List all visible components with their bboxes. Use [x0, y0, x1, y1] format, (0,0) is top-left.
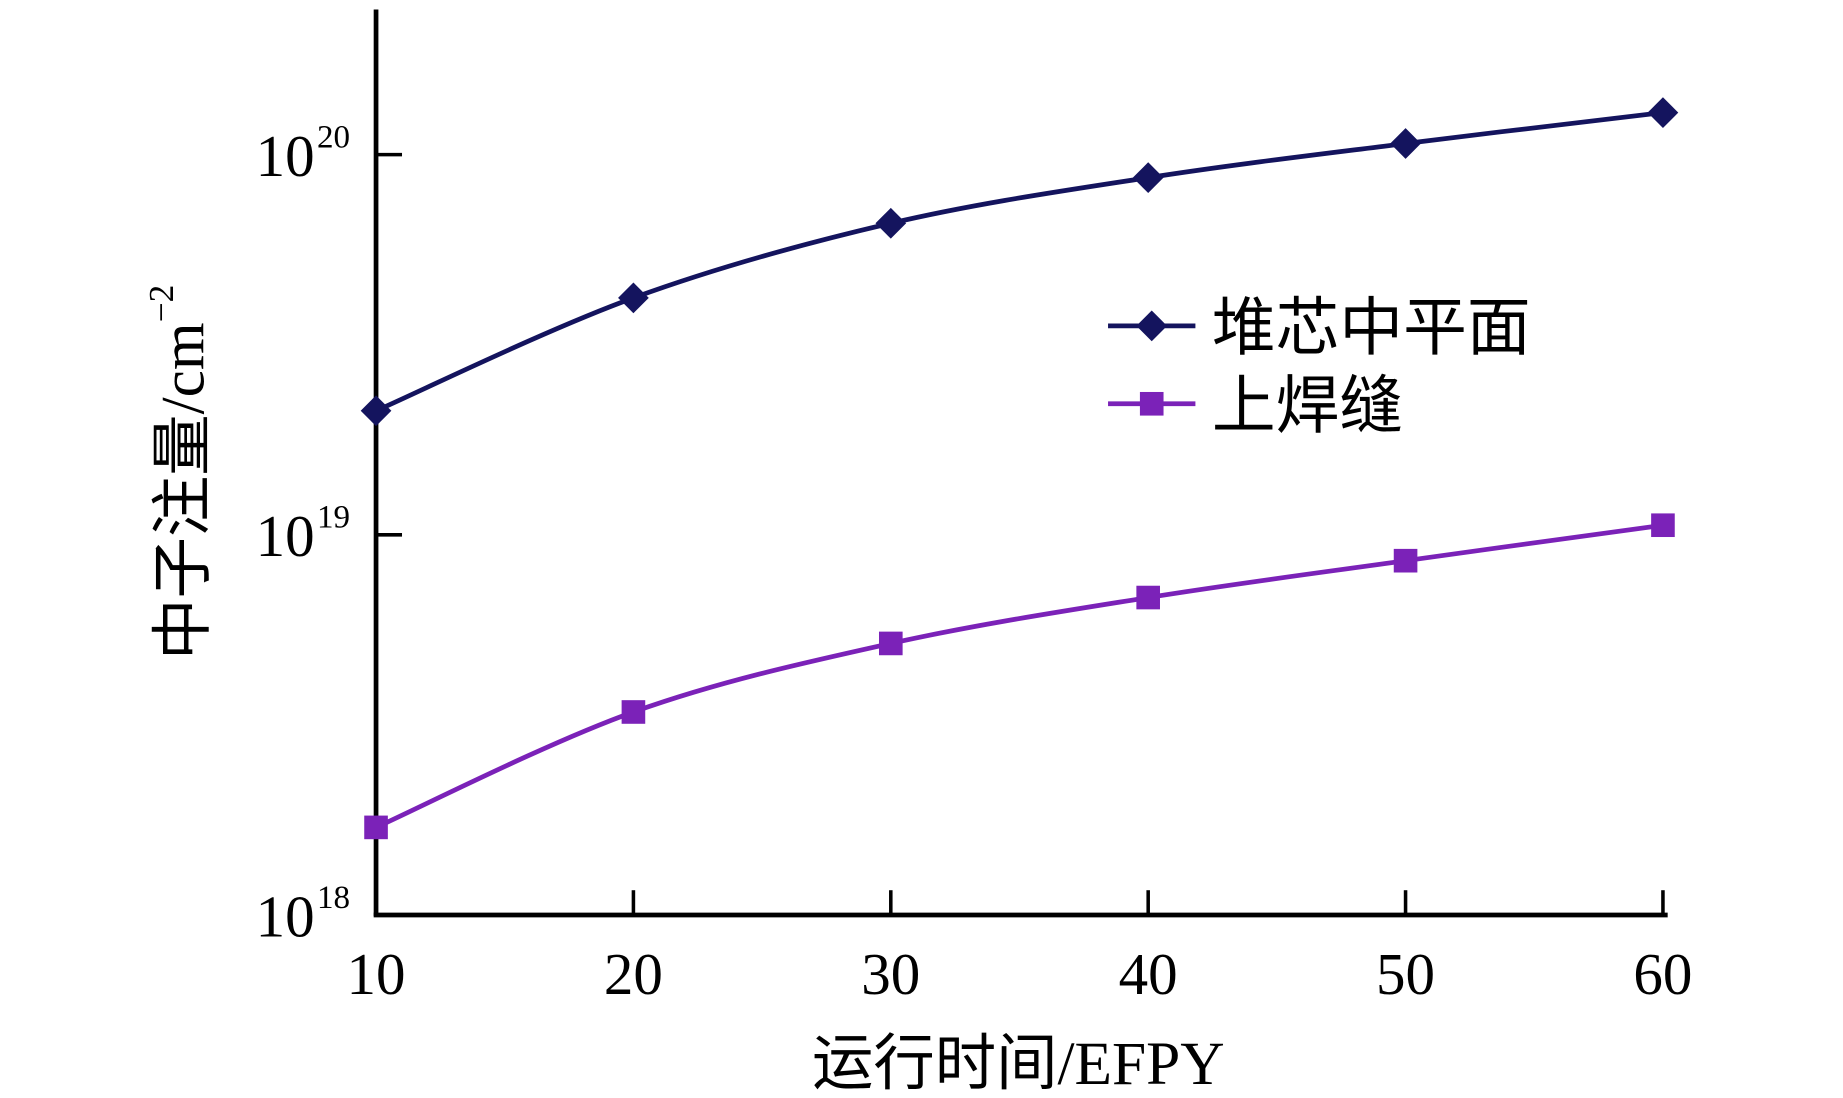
series-line — [375, 522, 1664, 830]
square-marker — [878, 631, 903, 656]
square-marker — [364, 815, 388, 840]
y-tick-exponent: 18 — [317, 880, 350, 916]
y-axis-label-exp: −2 — [141, 285, 181, 323]
axes — [373, 9, 1668, 918]
series-line — [375, 110, 1664, 413]
y-tick-label: 10 — [256, 123, 315, 189]
x-tick-label: 50 — [1376, 941, 1435, 1007]
series-2 — [364, 513, 1675, 840]
x-tick-label: 60 — [1633, 941, 1692, 1007]
legend-diamond-marker — [1136, 310, 1168, 342]
diamond-marker — [1390, 128, 1421, 159]
y-axis-label: 中子注量/cm−2 — [141, 285, 218, 660]
square-marker — [1393, 548, 1418, 573]
square-marker — [621, 700, 646, 724]
diamond-marker — [1132, 162, 1164, 194]
x-tick-label: 10 — [347, 941, 406, 1007]
legend-item: 上焊缝 — [1108, 370, 1403, 441]
x-tick-label: 30 — [861, 941, 920, 1007]
diamond-marker — [360, 395, 392, 427]
y-tick-exponent: 19 — [317, 500, 350, 536]
y-tick-label: 10 — [256, 883, 315, 949]
y-tick-label: 10 — [256, 503, 315, 569]
legend-label: 堆芯中平面 — [1212, 292, 1531, 363]
diamond-marker — [618, 282, 649, 314]
x-tick-label: 20 — [604, 941, 663, 1007]
legend-label: 上焊缝 — [1212, 370, 1403, 441]
legend-square-marker — [1139, 391, 1164, 416]
y-axis-label-text: 中子注量/cm — [150, 322, 218, 660]
legend-item: 堆芯中平面 — [1108, 292, 1531, 363]
diamond-marker — [1647, 97, 1679, 128]
square-marker — [1651, 513, 1675, 538]
series-1 — [360, 97, 1679, 427]
x-tick-label: 40 — [1119, 941, 1178, 1007]
diamond-marker — [875, 207, 907, 239]
y-tick-exponent: 20 — [317, 120, 350, 156]
x-axis-label: 运行时间/EFPY — [812, 1030, 1225, 1098]
square-marker — [1136, 585, 1160, 610]
